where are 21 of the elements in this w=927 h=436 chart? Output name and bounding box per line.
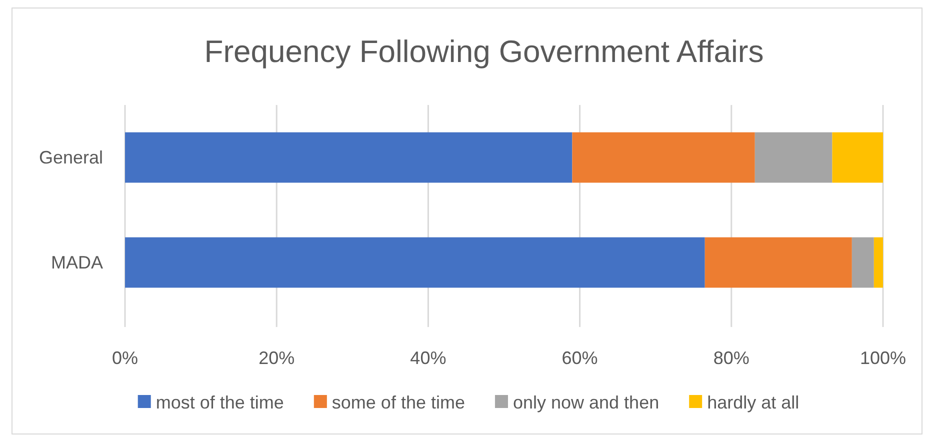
- x-tick-label: 40%: [410, 348, 446, 368]
- bar: [832, 132, 883, 183]
- x-tick-label: 100%: [860, 348, 906, 368]
- legend-label: hardly at all: [707, 392, 800, 412]
- bar: [852, 237, 874, 288]
- y-tick-label: General: [38, 147, 103, 168]
- bar: [125, 132, 572, 183]
- bar: [572, 132, 755, 183]
- bar: [125, 237, 705, 288]
- x-tick-label: 80%: [713, 348, 750, 368]
- x-tick-label: 60%: [562, 348, 598, 368]
- y-tick-label: MADA: [50, 252, 103, 272]
- legend-label: most of the time: [156, 392, 284, 412]
- legend-label: some of the time: [332, 392, 465, 412]
- bar: [874, 237, 883, 288]
- bar: [704, 237, 852, 288]
- legend-label: only now and then: [512, 392, 660, 412]
- chart-title: Frequency Following Government Affairs: [204, 34, 764, 69]
- x-tick-label: 0%: [112, 348, 138, 368]
- x-tick-label: 20%: [258, 348, 295, 368]
- bar: [754, 132, 832, 183]
